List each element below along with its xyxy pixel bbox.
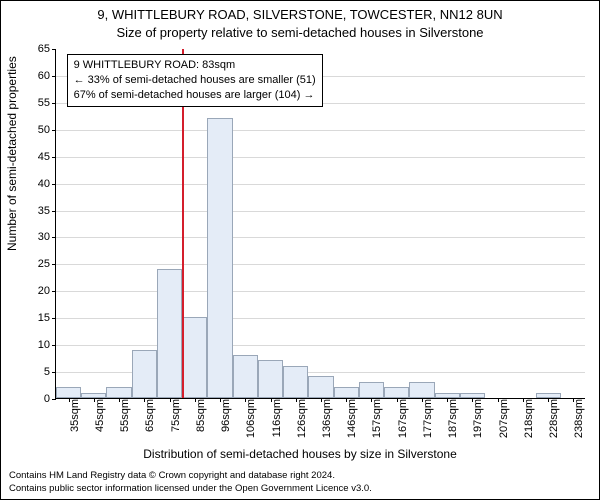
chart-title-line2: Size of property relative to semi-detach…	[1, 25, 599, 40]
histogram-bar	[106, 387, 131, 398]
chart-container: 9, WHITTLEBURY ROAD, SILVERSTONE, TOWCES…	[0, 0, 600, 500]
gridline	[56, 157, 585, 158]
xtick-label: 116sqm	[271, 399, 276, 437]
histogram-bar	[233, 355, 258, 398]
histogram-bar	[308, 376, 333, 398]
xtick-label: 238sqm	[573, 399, 578, 438]
xtick-label: 96sqm	[220, 399, 225, 432]
xtick-label: 75sqm	[170, 399, 175, 432]
footer-line2: Contains public sector information licen…	[9, 483, 372, 494]
annotation-line3: 67% of semi-detached houses are larger (…	[74, 88, 316, 103]
gridline	[56, 291, 585, 292]
footer-line1: Contains HM Land Registry data © Crown c…	[9, 470, 335, 481]
ytick-label: 40	[38, 178, 56, 190]
histogram-bar	[182, 317, 207, 398]
histogram-bar	[132, 350, 157, 398]
xtick-label: 126sqm	[296, 399, 301, 438]
xtick-label: 157sqm	[371, 399, 376, 438]
histogram-bar	[258, 360, 283, 398]
ytick-label: 15	[38, 312, 56, 324]
xtick-label: 207sqm	[498, 399, 503, 438]
ytick-label: 55	[38, 97, 56, 109]
xtick-label: 218sqm	[523, 399, 528, 438]
ytick-label: 30	[38, 231, 56, 243]
ytick-label: 50	[38, 124, 56, 136]
xtick-label: 65sqm	[144, 399, 149, 432]
xtick-label: 197sqm	[472, 399, 477, 438]
xtick-label: 177sqm	[422, 399, 427, 438]
histogram-bar	[207, 118, 232, 398]
annotation-line2: ← 33% of semi-detached houses are smalle…	[74, 73, 316, 88]
histogram-bar	[384, 387, 409, 398]
chart-title-line1: 9, WHITTLEBURY ROAD, SILVERSTONE, TOWCES…	[1, 7, 599, 22]
ytick-label: 5	[44, 366, 56, 378]
plot-area: 0510152025303540455055606535sqm45sqm55sq…	[55, 49, 585, 399]
xtick-label: 85sqm	[195, 399, 200, 432]
xtick-label: 228sqm	[548, 399, 553, 438]
ytick-label: 60	[38, 70, 56, 82]
y-axis-label: Number of semi-detached properties	[5, 56, 19, 251]
histogram-bar	[409, 382, 434, 398]
xtick-label: 187sqm	[447, 399, 452, 438]
ytick-label: 0	[44, 393, 56, 405]
xtick-label: 146sqm	[346, 399, 351, 438]
xtick-label: 45sqm	[94, 399, 99, 432]
ytick-label: 10	[38, 339, 56, 351]
xtick-label: 55sqm	[119, 399, 124, 432]
xtick-label: 136sqm	[321, 399, 326, 438]
ytick-label: 65	[38, 43, 56, 55]
gridline	[56, 184, 585, 185]
histogram-bar	[283, 366, 308, 398]
annotation-box: 9 WHITTLEBURY ROAD: 83sqm← 33% of semi-d…	[67, 54, 323, 107]
xtick-label: 167sqm	[397, 399, 402, 438]
histogram-bar	[157, 269, 182, 398]
gridline	[56, 318, 585, 319]
gridline	[56, 130, 585, 131]
histogram-bar	[334, 387, 359, 398]
gridline	[56, 237, 585, 238]
histogram-bar	[359, 382, 384, 398]
footer-attribution: Contains HM Land Registry data © Crown c…	[9, 470, 372, 495]
ytick-label: 20	[38, 285, 56, 297]
ytick-label: 35	[38, 205, 56, 217]
histogram-bar	[56, 387, 81, 398]
gridline	[56, 345, 585, 346]
ytick-label: 45	[38, 151, 56, 163]
annotation-line1: 9 WHITTLEBURY ROAD: 83sqm	[74, 58, 316, 73]
xtick-label: 35sqm	[69, 399, 74, 432]
ytick-label: 25	[38, 258, 56, 270]
x-axis-label: Distribution of semi-detached houses by …	[1, 447, 599, 461]
gridline	[56, 264, 585, 265]
xtick-label: 106sqm	[245, 399, 250, 438]
gridline	[56, 211, 585, 212]
